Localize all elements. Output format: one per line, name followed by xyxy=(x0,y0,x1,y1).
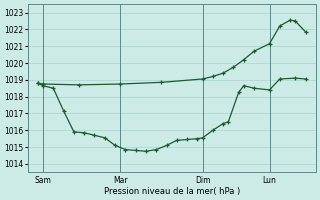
X-axis label: Pression niveau de la mer( hPa ): Pression niveau de la mer( hPa ) xyxy=(104,187,240,196)
